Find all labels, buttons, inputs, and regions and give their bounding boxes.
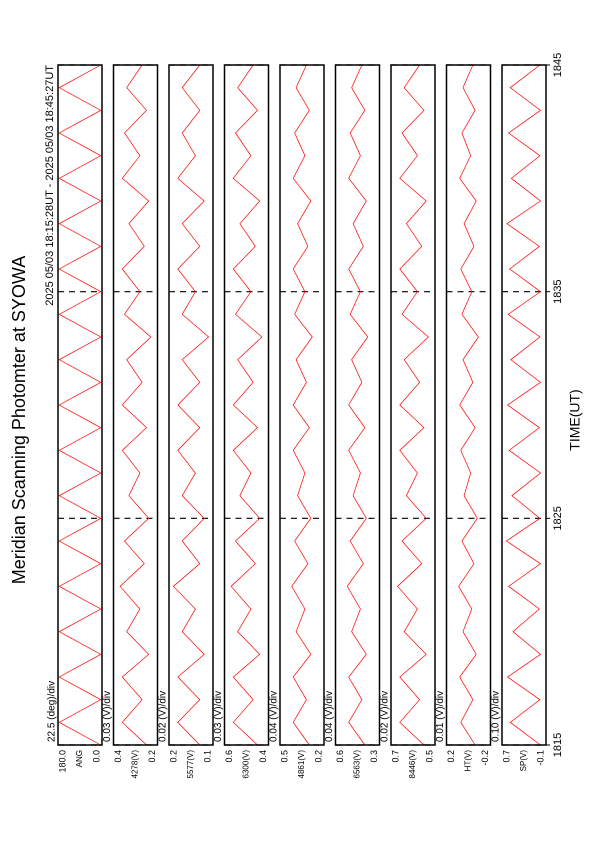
data-line — [291, 64, 313, 746]
scale-label: 0.04 (V)/div — [324, 691, 335, 742]
y-tick-label: 0.4 — [113, 750, 123, 763]
x-tick-label: 1835 — [552, 279, 564, 303]
y-tick-label: 0.2 — [313, 750, 323, 763]
data-line — [119, 64, 152, 746]
data-line — [458, 64, 479, 746]
panel-frame — [223, 64, 270, 746]
y-tick-label: 0.1 — [202, 750, 212, 763]
panel-frame — [168, 64, 214, 746]
y-tick-label: 0.4 — [258, 750, 268, 763]
channel-name: HT(V) — [464, 750, 473, 772]
panel-frame — [501, 64, 547, 746]
y-tick-label: 0.2 — [168, 750, 178, 763]
x-tick-label: 1815 — [552, 733, 564, 757]
data-line — [58, 64, 102, 746]
channel-name: 4861(V) — [297, 750, 306, 779]
y-tick-label: 0.0 — [91, 750, 101, 763]
data-line — [505, 64, 542, 746]
channel-name: ANG — [75, 750, 84, 767]
channel-name: 6300(V) — [242, 750, 251, 779]
y-tick-label: 0.5 — [279, 750, 289, 763]
panel-frame — [334, 64, 381, 746]
y-tick-label: 0.5 — [424, 750, 434, 763]
channel-name: 8446(V) — [408, 750, 417, 779]
panel-frame — [390, 64, 436, 746]
y-tick-label: 0.6 — [224, 750, 234, 763]
channel-name: 5577(V) — [186, 750, 195, 779]
scale-label: 0.02 (V)/div — [158, 691, 169, 742]
scale-label: 0.03 (V)/div — [102, 691, 113, 742]
channel-name: 4278(V) — [131, 750, 140, 779]
y-tick-label: 0.7 — [501, 750, 511, 763]
x-tick-label: 1845 — [552, 53, 564, 77]
y-tick-label: 180.0 — [57, 750, 67, 773]
data-line — [230, 64, 263, 746]
data-line — [397, 64, 429, 746]
channel-name: SP(V) — [519, 750, 528, 772]
y-tick-label: -0.2 — [480, 750, 490, 766]
y-tick-label: 0.6 — [335, 750, 345, 763]
x-tick-label: 1825 — [552, 506, 564, 530]
chart-title: Meridian Scanning Photomter at SYOWA — [9, 256, 29, 584]
scale-label: 0.04 (V)/div — [269, 691, 280, 742]
scale-label: 0.01 (V)/div — [435, 691, 446, 742]
scale-label: 0.03 (V)/div — [213, 691, 224, 742]
data-line — [346, 64, 369, 746]
scale-label: 0.02 (V)/div — [380, 691, 391, 742]
panel-frame — [279, 64, 325, 746]
x-axis-label: TIME(UT) — [567, 389, 583, 450]
scale-label: 22.5 (deg)/div — [47, 681, 58, 742]
y-tick-label: 0.3 — [369, 750, 379, 763]
scale-label: 0.10 (V)/div — [491, 691, 502, 742]
panel-frame — [112, 64, 159, 746]
channel-name: 6563(V) — [353, 750, 362, 779]
data-line — [172, 64, 210, 746]
y-tick-label: 0.2 — [147, 750, 157, 763]
panel-frame — [445, 64, 492, 746]
panel-frame — [57, 64, 103, 746]
y-tick-label: 0.7 — [390, 750, 400, 763]
chart-subtitle: 2025 05/03 18:15:28UT - 2025 05/03 18:45… — [44, 65, 56, 306]
y-tick-label: 0.2 — [446, 750, 456, 763]
y-tick-label: -0.1 — [535, 750, 545, 766]
